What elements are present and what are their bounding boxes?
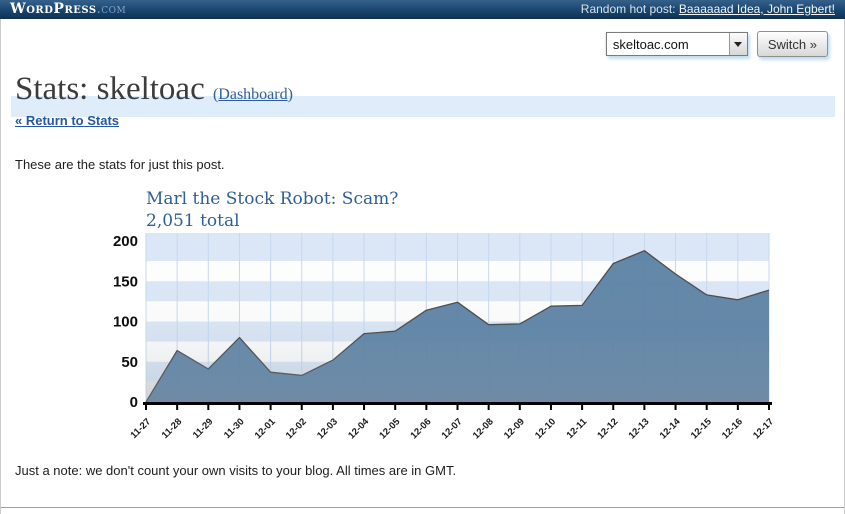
x-axis-label: 12-04 [346,416,371,441]
x-axis-label: 12-10 [533,416,558,441]
note-text: Just a note: we don't count your own vis… [15,463,457,478]
return-to-stats-link[interactable]: « Return to Stats [15,113,120,128]
chart-title: Marl the Stock Robot: Scam? [146,189,399,209]
y-axis-label: 50 [121,354,138,371]
x-axis-label: 12-17 [751,416,776,441]
hot-post-link[interactable]: Baaaaaad Idea, John Egbert! [678,2,835,16]
x-axis-label: 12-08 [471,416,496,441]
x-axis-label: 12-16 [720,416,745,441]
x-axis-label: 12-11 [565,416,590,441]
random-hot-post: Random hot post: Baaaaaad Idea, John Egb… [581,0,835,19]
y-axis-label: 200 [113,233,138,250]
x-axis-label: 11-29 [191,416,216,441]
blog-select[interactable]: skeltoac.com [605,32,748,56]
y-axis-label: 150 [113,273,138,290]
page-title: Stats: skeltoac (Dashboard) [15,71,293,107]
switch-button[interactable]: Switch » [756,31,828,57]
x-axis-label: 12-03 [315,416,340,441]
intro-text: These are the stats for just this post. [15,157,225,172]
heading-highlight-bar [11,96,835,117]
dashboard-link-wrap: (Dashboard) [212,86,293,103]
chevron-down-icon[interactable] [728,33,747,55]
x-axis-label: 12-12 [595,416,620,441]
x-axis-label: 12-01 [253,416,278,441]
chart-total: 2,051 total [146,211,240,231]
x-axis-label: 12-14 [658,416,683,441]
x-axis-label: 11-30 [222,416,247,441]
bottom-divider [1,507,844,508]
x-axis-label: 11-28 [160,416,185,441]
page-header: Stats: skeltoac (Dashboard) [1,64,844,124]
dashboard-link[interactable]: Dashboard [218,86,288,103]
chart-shade-overlay [146,233,769,402]
wordpress-logo-main: WordPress [10,1,97,17]
hot-post-prefix: Random hot post: [580,2,676,16]
x-axis-label: 12-13 [627,416,652,441]
blog-select-value: skeltoac.com [612,37,689,52]
page-content: skeltoac.com Switch » Stats: skeltoac (D… [0,19,845,514]
x-axis-label: 12-15 [689,416,714,441]
y-axis-label: 0 [130,394,138,411]
x-axis-label: 12-05 [377,416,402,441]
x-axis-label: 12-09 [502,416,527,441]
x-axis-label: 12-06 [409,416,434,441]
blog-switcher: skeltoac.com Switch » [605,31,828,57]
x-axis-label: 11-27 [129,416,154,441]
x-axis-label: 12-02 [284,416,309,441]
y-axis-label: 100 [113,314,138,331]
admin-topbar: WordPress.com Random hot post: Baaaaaad … [0,0,845,19]
wordpress-logo-suffix: .com [96,2,127,17]
x-axis-label: 12-07 [440,416,465,441]
wordpress-logo[interactable]: WordPress.com [10,0,126,19]
